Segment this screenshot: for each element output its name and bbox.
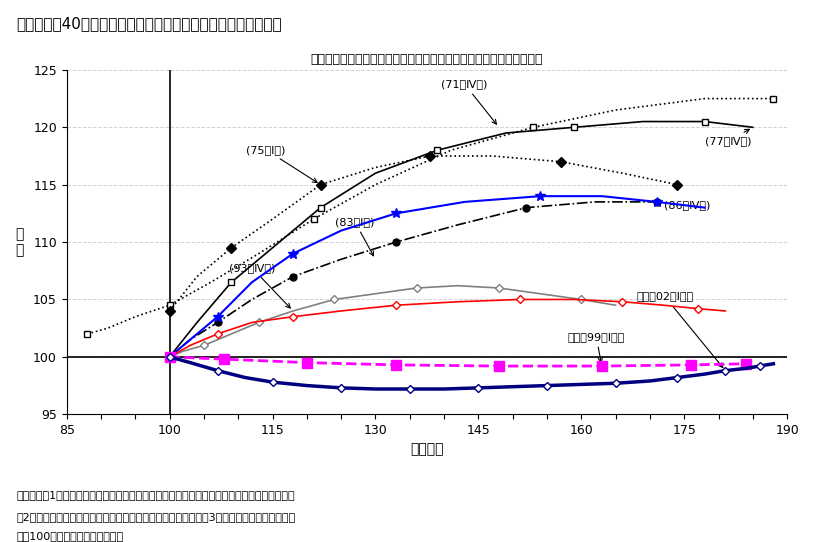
Text: (83年Ⅰ－): (83年Ⅰ－) (335, 217, 374, 256)
Text: (93年Ⅳ－): (93年Ⅳ－) (229, 263, 291, 308)
Text: (75年Ⅰ－): (75年Ⅰ－) (246, 145, 317, 183)
Y-axis label: 賃
金: 賃 金 (15, 227, 24, 257)
Text: 谷を100として指数化している。: 谷を100として指数化している。 (16, 531, 124, 541)
Text: (86年Ⅳ－): (86年Ⅳ－) (663, 199, 710, 210)
Text: 今回（02年Ⅰ－）: 今回（02年Ⅰ－） (637, 292, 723, 367)
Text: 第１－１－40図　景気回復局面における企業収益と賃金の推移: 第１－１－40図 景気回復局面における企業収益と賃金の推移 (16, 16, 282, 31)
Text: 2．賃金は現金給与総額、経常利益は一人当たりに直し、後方3期移動平均をとり、景気の: 2．賃金は現金給与総額、経常利益は一人当たりに直し、後方3期移動平均をとり、景気… (16, 512, 295, 522)
Title: 最近の回復局面では企業収益の回復に見合った賃金増加がみられない: 最近の回復局面では企業収益の回復に見合った賃金増加がみられない (311, 53, 543, 66)
Text: 前回（99年Ⅰ－）: 前回（99年Ⅰ－） (567, 332, 625, 362)
Text: （備考）　1．厚生労働省「毎月勤労統計調査」、財務省「法人企業統計季報」により作成。: （備考） 1．厚生労働省「毎月勤労統計調査」、財務省「法人企業統計季報」により作… (16, 491, 295, 500)
Text: (71年Ⅳ－): (71年Ⅳ－) (441, 79, 497, 124)
Text: (77年Ⅳ－): (77年Ⅳ－) (705, 130, 751, 146)
X-axis label: 経常利益: 経常利益 (410, 442, 444, 456)
